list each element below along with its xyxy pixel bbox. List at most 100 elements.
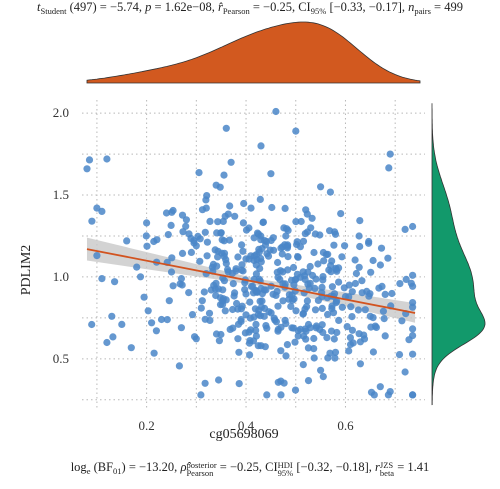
data-point [203,238,211,246]
data-point [83,165,91,173]
data-point [118,320,126,328]
data-point [356,360,364,368]
data-point [162,209,171,217]
data-point [401,225,409,233]
data-point [206,316,214,324]
data-point [354,306,362,314]
data-point [283,341,291,349]
data-point [168,208,176,216]
y-tick-label: 0.5 [53,351,69,366]
data-point [231,289,239,297]
data-point [258,245,266,253]
data-point [335,316,343,324]
data-point [358,289,366,297]
data-point [294,332,302,340]
data-point [225,236,234,244]
data-point [278,250,286,258]
x-density-area [86,21,421,84]
data-point [216,183,224,191]
data-point [409,271,417,279]
regression-line [86,248,416,314]
data-point [221,307,229,315]
data-point [205,309,214,317]
data-point [270,246,278,254]
y-density-curve [431,103,486,406]
data-point [343,323,351,331]
data-point [296,243,304,251]
data-point [291,338,299,346]
data-point [215,337,223,345]
x-density-curve [86,21,421,84]
data-point [375,284,383,292]
data-point [111,278,119,286]
data-point [384,254,392,262]
data-point [330,335,338,343]
data-point [197,391,205,399]
data-point [143,219,151,227]
data-point [269,290,277,298]
data-point [396,280,404,288]
data-point [214,218,222,226]
data-point [323,334,331,342]
data-point [246,351,254,359]
data-point [369,314,377,322]
data-point [98,275,106,283]
data-point [252,326,260,334]
data-point [144,307,152,315]
data-point [361,306,369,314]
data-point [217,229,225,237]
data-point [308,214,316,222]
data-point [148,319,156,327]
data-point [268,203,276,212]
data-point [123,237,131,245]
data-point [380,315,388,323]
data-point [235,348,243,356]
data-point [136,273,145,281]
data-point [377,244,386,252]
data-point [348,326,356,334]
data-point [294,327,302,335]
data-point [185,289,193,297]
data-point [338,303,346,311]
data-point [239,219,247,227]
data-point [304,377,313,385]
data-point [326,188,334,196]
data-point [311,284,319,292]
data-point [358,277,366,285]
data-point [270,314,278,322]
data-point [299,237,308,245]
data-point [167,268,176,276]
data-point [267,170,275,178]
data-point [245,255,253,263]
data-point [264,252,273,260]
data-point [328,257,336,265]
data-point [328,283,336,291]
data-point [409,299,417,307]
data-point [283,225,291,233]
data-point [311,306,320,314]
data-point [178,249,187,257]
data-point [376,383,384,391]
data-point [360,331,368,339]
data-point [168,254,176,262]
data-point [234,320,243,328]
data-point [395,351,404,359]
data-point [212,330,221,338]
data-point [226,202,234,210]
data-point [152,327,160,335]
data-point [310,334,318,343]
data-point [388,289,396,298]
data-point [192,335,200,343]
data-point [254,342,262,350]
data-point [252,332,260,340]
data-point [229,305,237,314]
data-point [369,348,377,356]
data-point [356,242,364,251]
data-point [274,327,282,335]
x-tick-label: 0.2 [138,418,154,433]
data-point [310,345,318,353]
data-point [303,210,311,218]
data-point [319,248,327,257]
data-point [304,344,312,352]
data-point [367,388,376,396]
